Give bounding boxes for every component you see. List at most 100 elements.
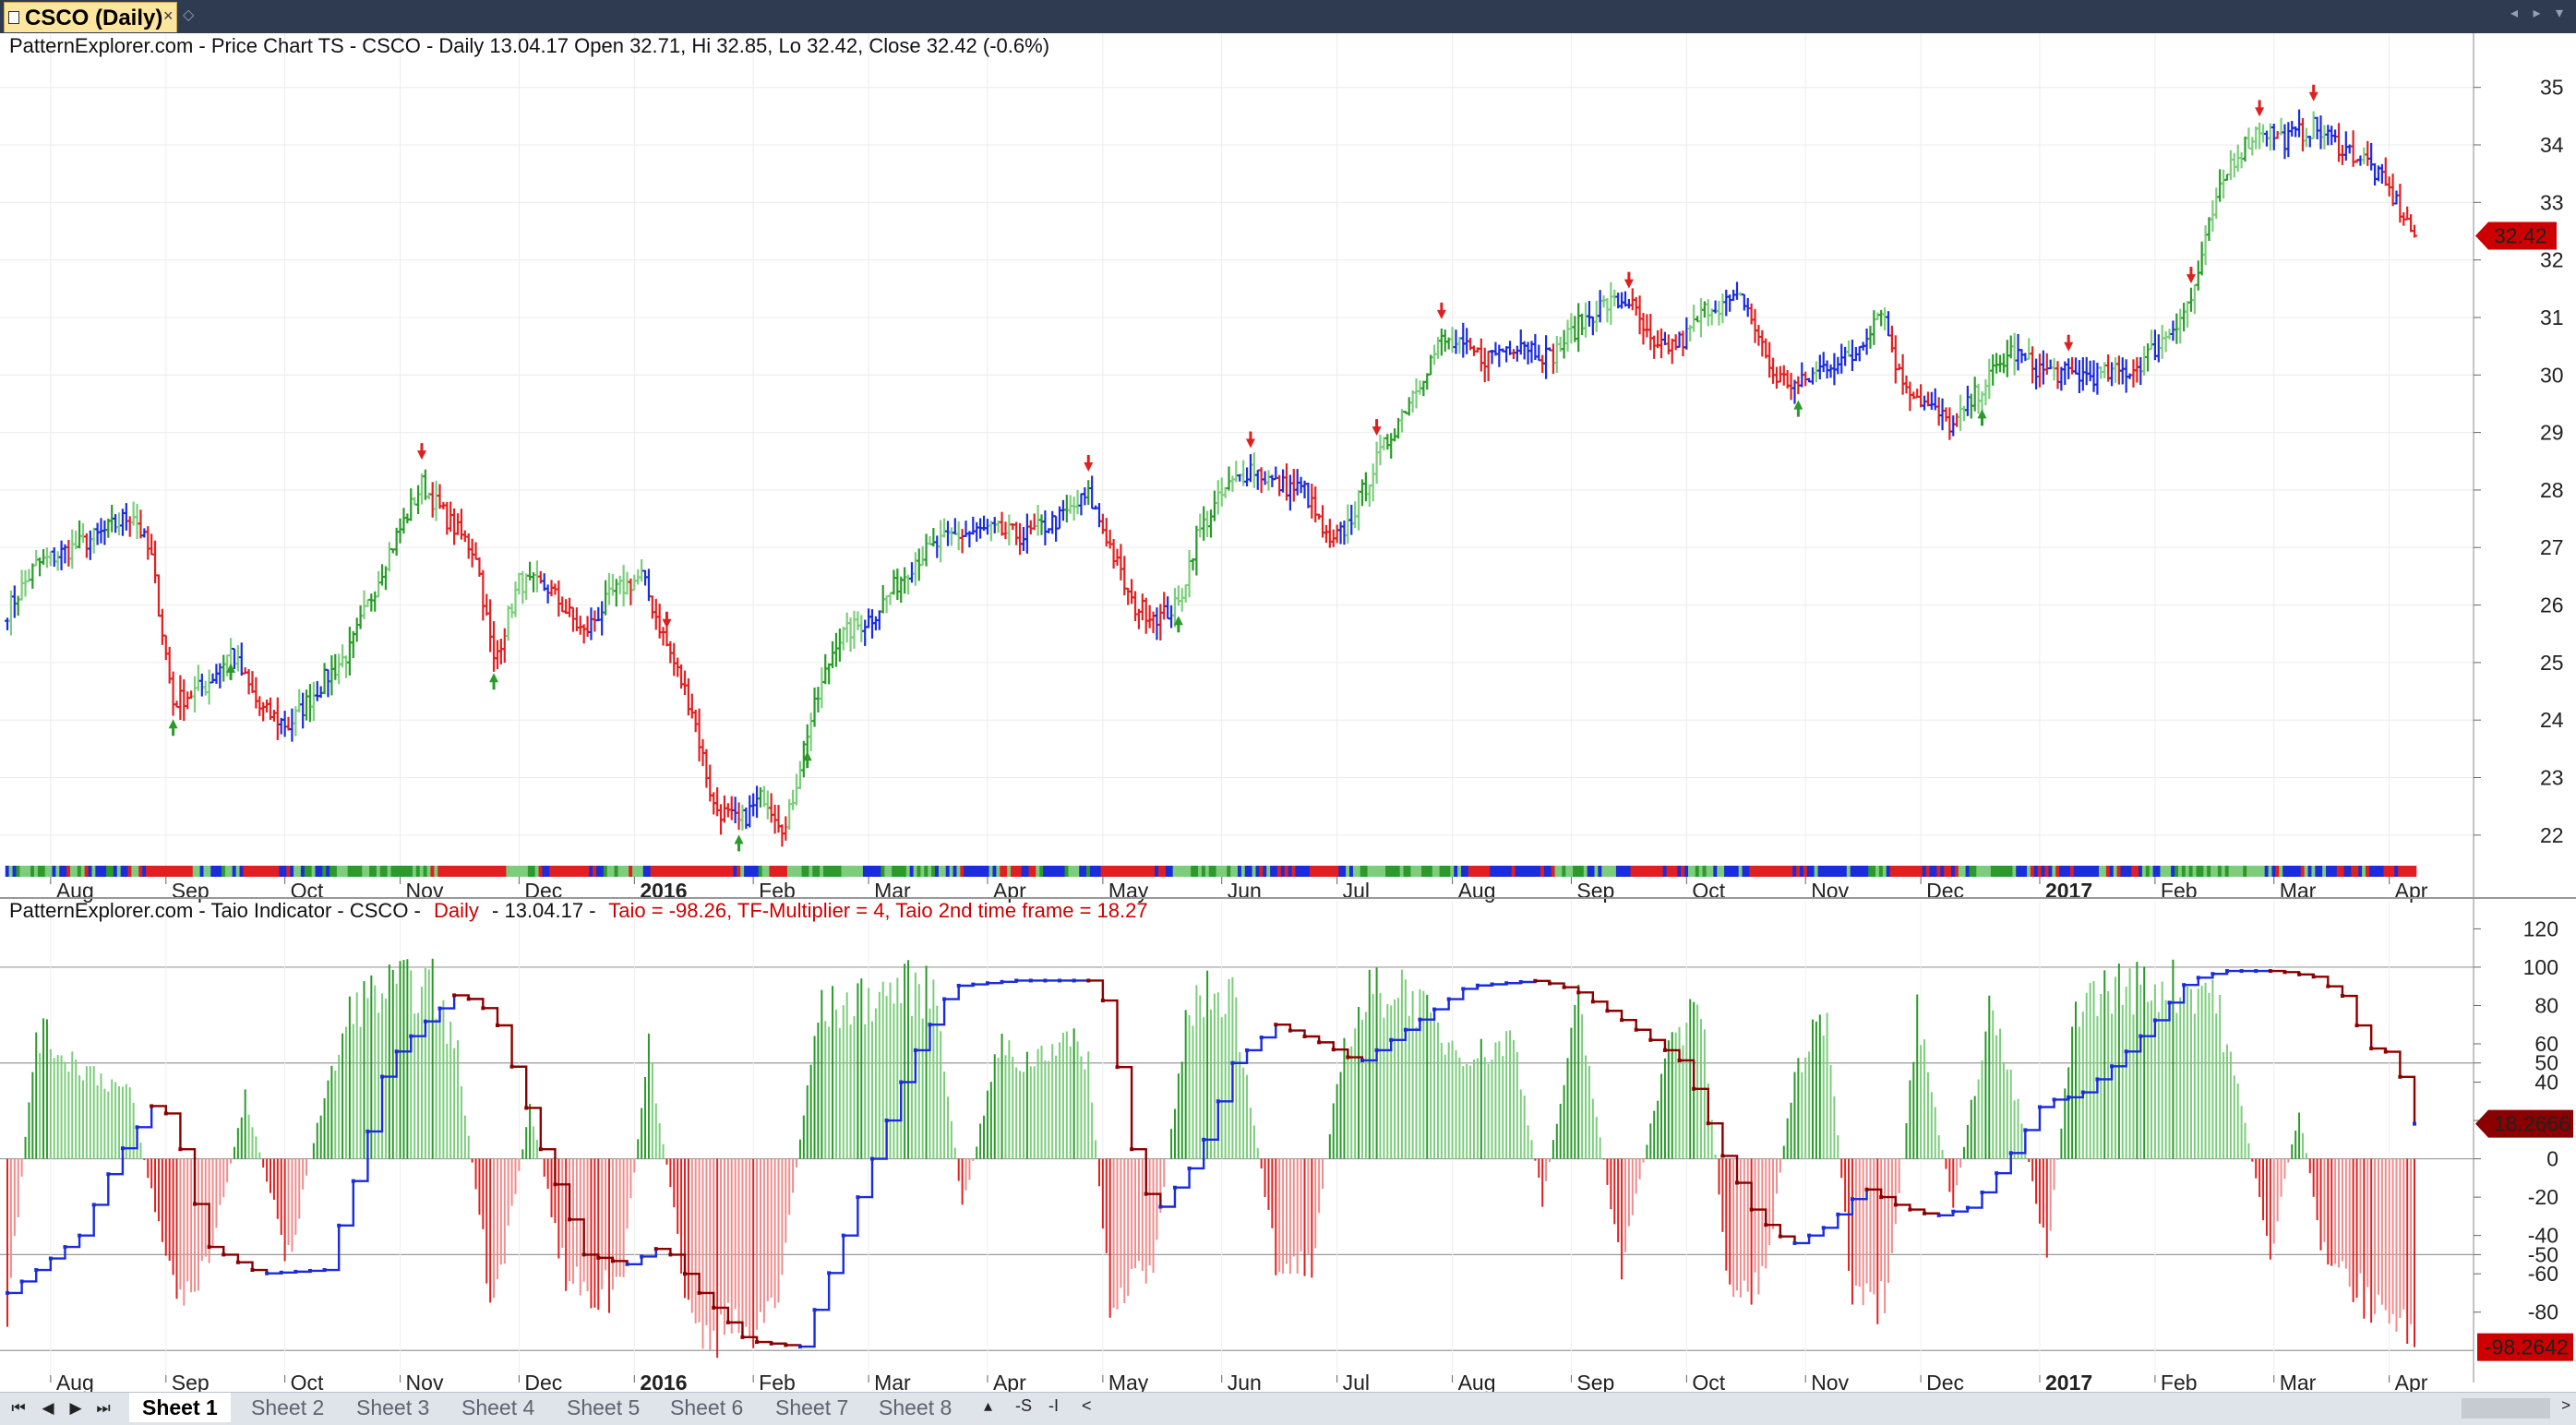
sheet-tab-5[interactable]: Sheet 5 [567,1395,641,1419]
ribbon-segment [1842,866,1848,877]
tf2-line-segment [2025,1107,2042,1132]
ribbon-segment [419,866,425,877]
sheet-tab-4[interactable]: Sheet 4 [461,1395,535,1419]
ribbon-segment [2175,866,2179,877]
sheet-i-button[interactable]: -I [1048,1396,1059,1415]
ribbon-segment [2221,866,2226,877]
ribbon-segment [2402,866,2406,877]
tf2-line-point [2413,1121,2416,1126]
ribbon-segment [924,866,929,877]
sheet-tab-6[interactable]: Sheet 6 [670,1395,744,1419]
ribbon-segment [296,866,302,877]
document-tab[interactable]: CSCO (Daily) × [4,2,177,32]
tf2-line-segment [1622,1019,1637,1030]
ribbon-segment [2282,866,2287,877]
ribbon-segment [160,866,165,877]
ribbon-segment [1407,866,1411,877]
tf2-line-segment [1881,1195,1897,1205]
pin-icon[interactable]: ◇ [183,7,195,23]
sheet-lock-button[interactable]: ▴ [984,1396,993,1415]
tf2-line-point [452,993,457,998]
first-sheet-button[interactable]: ⏮ [11,1399,26,1417]
tf2-line-point [2282,970,2287,975]
ribbon-segment [470,866,474,877]
sheet-s-button[interactable]: -S [1015,1396,1032,1415]
ribbon-segment [401,866,406,877]
ribbon-segment [477,866,482,877]
price-y-tick-label: 35 [2540,76,2564,100]
ribbon-segment [1093,866,1098,877]
ribbon-segment [1511,866,1516,877]
ribbon-segment [221,866,226,877]
ribbon-segment [199,866,205,877]
tf2-line-point [1144,1191,1148,1196]
scroll-left-button[interactable]: < [1082,1396,1092,1415]
sheet-tab-2[interactable]: Sheet 2 [251,1395,325,1419]
ribbon-segment [1060,866,1066,877]
ribbon-segment [2279,866,2283,877]
last-price-label: 32.42 [2494,223,2547,247]
ribbon-segment [527,866,533,877]
tf2-line-segment [1204,1101,1220,1142]
close-icon[interactable]: × [163,6,174,25]
window-controls[interactable]: ◂ ▸ ▾ [2510,6,2569,21]
ribbon-segment [333,866,338,877]
tf2-line-point [337,1223,341,1227]
ribbon-segment [2408,866,2414,877]
ribbon-segment [2351,866,2355,877]
ribbon-segment [1623,866,1628,877]
tf2-line-segment [223,1253,240,1263]
ribbon-segment [2145,866,2151,877]
ribbon-segment [1518,866,1524,877]
ribbon-segment [754,866,760,877]
taio-y-tick-label: -50 [2528,1242,2558,1266]
ribbon-segment [88,866,93,877]
ribbon-segment [1122,866,1127,877]
ribbon-segment [941,866,947,877]
ribbon-segment [294,866,298,877]
ribbon-segment [1562,866,1566,877]
tf2-line-segment [267,1272,282,1275]
tf2-line-point [1821,1226,1826,1230]
ribbon-segment [758,866,763,877]
tf2-line-point [1735,1180,1740,1185]
tf2-line-segment [1535,979,1552,984]
ribbon-segment [1832,866,1837,877]
ribbon-segment [1836,866,1840,877]
ribbon-segment [41,866,46,877]
horizontal-scrollbar[interactable] [2462,1398,2550,1419]
taio-indicator-pane: 12010080605040200-20-40-50-60-80 AugSepO… [0,899,2573,1392]
last-sheet-button[interactable]: ⏭ [96,1399,111,1417]
tf2-line-point [2095,1077,2100,1082]
price-y-tick-label: 24 [2540,708,2564,732]
tf2-line-segment [1145,1192,1162,1207]
ribbon-segment [1147,866,1152,877]
sell-signal-arrow [1084,455,1094,473]
ribbon-segment [1583,866,1588,877]
ribbon-segment [455,866,461,877]
prev-sheet-button[interactable]: ◀ [42,1399,54,1417]
tf2-line-segment [1217,1062,1234,1103]
ribbon-segment [2084,866,2089,877]
tf2-line-point [1995,1171,1999,1176]
chart-area[interactable]: 22 23 24 25 26 27 28 29 30 31 32 33 34 35 Aug Sep Oct No… [0,33,2576,1392]
ribbon-segment [1187,866,1192,877]
tf2-line-segment [1694,1087,1709,1124]
sheet-tab-3[interactable]: Sheet 3 [356,1395,430,1419]
ribbon-segment [830,866,835,877]
ribbon-segment [657,866,662,877]
sheet-tab-8[interactable]: Sheet 8 [879,1395,953,1419]
ribbon-segment [466,866,471,877]
ribbon-segment [1352,866,1358,877]
price-y-axis: 22 23 24 25 26 27 28 29 30 31 32 33 34 35 [2474,76,2564,847]
ribbon-segment [1781,866,1787,877]
scroll-right-icon[interactable]: > [2561,1396,2570,1414]
ribbon-segment [1753,866,1757,877]
sheet-tab-1[interactable]: Sheet 1 [129,1393,231,1422]
tf2-line-point [812,1308,817,1312]
ribbon-segment [1825,866,1829,877]
sheet-tab-7[interactable]: Sheet 7 [775,1395,849,1419]
tf2-line-point [2008,1151,2013,1156]
next-sheet-button[interactable]: ▶ [69,1399,82,1417]
ribbon-segment [1057,866,1062,877]
